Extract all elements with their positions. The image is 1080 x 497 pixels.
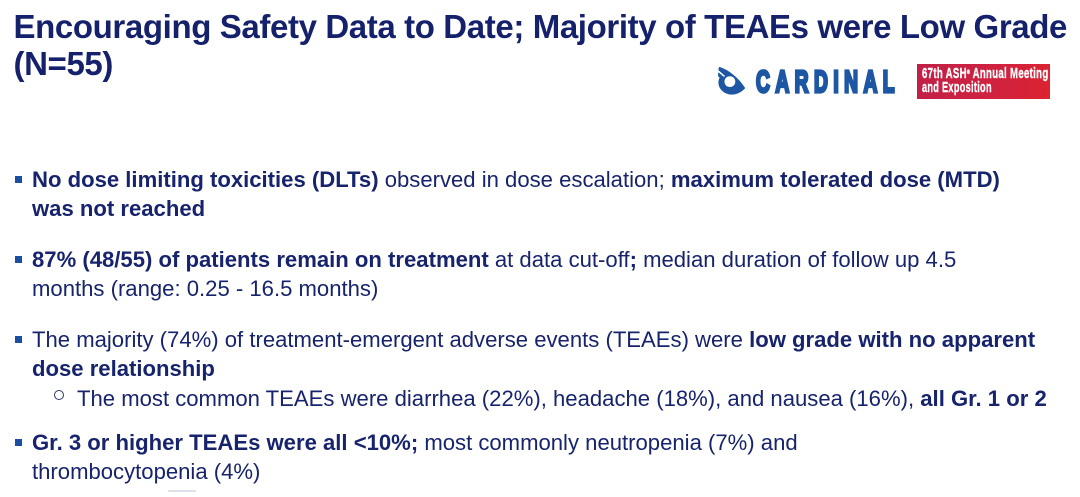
svg-text:CARDINAL: CARDINAL [756, 66, 900, 97]
